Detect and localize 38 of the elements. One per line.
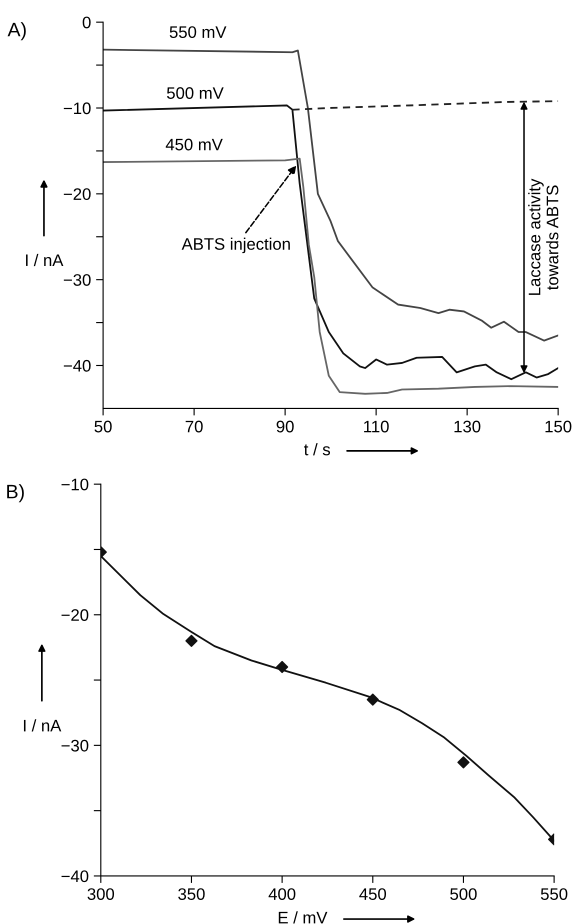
y-tick-label: −10 bbox=[64, 102, 91, 114]
series-label: 450 mV bbox=[166, 138, 223, 150]
x-tick-label: 350 bbox=[178, 888, 205, 900]
chart-title: A) bbox=[8, 22, 26, 40]
y-tick-label: −40 bbox=[62, 870, 88, 882]
y-axis-title: I / nA bbox=[24, 719, 62, 732]
x-tick-label: 50 bbox=[94, 420, 112, 432]
x-tick-label: 70 bbox=[186, 420, 203, 432]
y-tick-label: −30 bbox=[64, 274, 91, 286]
annotation: ABTS injection bbox=[182, 238, 290, 254]
x-tick-label: 300 bbox=[88, 888, 114, 900]
x-tick-label: 130 bbox=[454, 420, 480, 432]
y-tick-label: −10 bbox=[62, 478, 88, 490]
annotation: Laccase activity towards ABTS bbox=[528, 178, 558, 295]
series-label: 500 mV bbox=[166, 87, 224, 99]
x-tick-label: 90 bbox=[276, 420, 294, 432]
line-series bbox=[103, 104, 558, 380]
point bbox=[276, 660, 288, 674]
line-series bbox=[103, 48, 558, 342]
x-axis-title: E / mV bbox=[278, 911, 328, 924]
series-label: 550 mV bbox=[170, 26, 226, 38]
x-tick-label: 110 bbox=[364, 420, 389, 432]
y-tick-label: −40 bbox=[64, 360, 91, 372]
y-tick-label: −20 bbox=[64, 188, 91, 200]
y-tick-label: −30 bbox=[62, 740, 88, 752]
line-series bbox=[103, 158, 558, 395]
y-tick-label: −20 bbox=[62, 609, 88, 621]
y-axis-title: I / nA bbox=[26, 254, 64, 266]
point bbox=[366, 694, 379, 706]
x-tick-label: 150 bbox=[546, 420, 572, 432]
x-tick-label: 550 bbox=[540, 888, 568, 900]
x-tick-label: 450 bbox=[359, 888, 386, 900]
chart-title: B) bbox=[7, 484, 24, 502]
y-tick-label: 0 bbox=[82, 16, 91, 28]
x-axis-title: t / s bbox=[304, 443, 330, 456]
x-tick-label: 400 bbox=[268, 888, 296, 900]
x-tick-label: 500 bbox=[450, 888, 477, 900]
line-series bbox=[291, 100, 558, 111]
